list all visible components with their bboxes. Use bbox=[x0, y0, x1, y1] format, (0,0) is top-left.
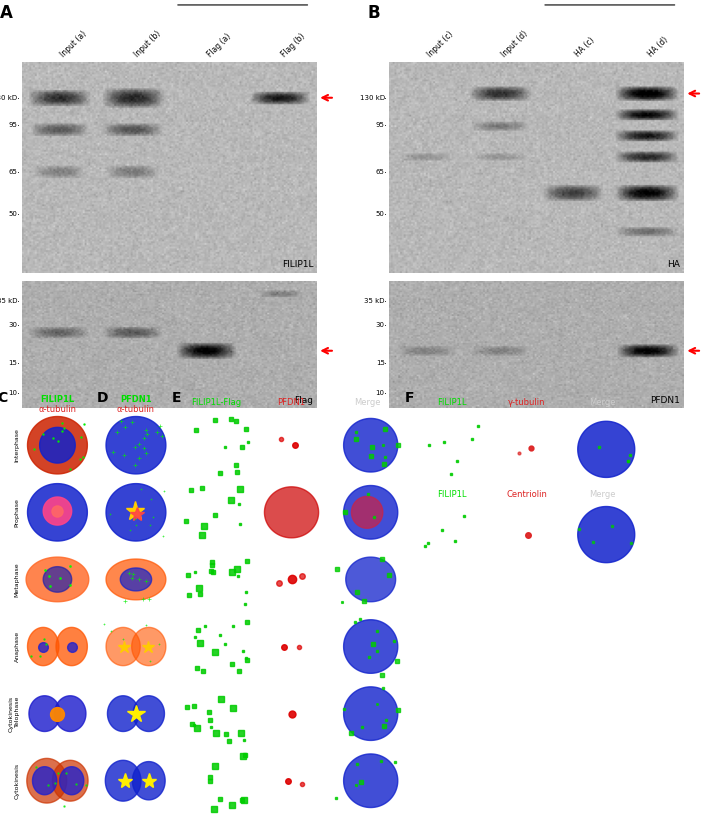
Polygon shape bbox=[344, 620, 398, 673]
Polygon shape bbox=[351, 497, 383, 528]
Polygon shape bbox=[344, 486, 398, 539]
Text: Flag: Flag bbox=[294, 396, 313, 405]
Text: 65: 65 bbox=[376, 168, 385, 175]
Polygon shape bbox=[346, 557, 395, 601]
Polygon shape bbox=[120, 568, 152, 591]
Text: PFDN1: PFDN1 bbox=[278, 398, 305, 407]
Polygon shape bbox=[43, 497, 72, 525]
Polygon shape bbox=[29, 695, 60, 732]
Text: FILIP1L: FILIP1L bbox=[41, 395, 74, 404]
Text: F: F bbox=[405, 391, 414, 405]
Text: 95: 95 bbox=[376, 122, 385, 128]
Text: Merge: Merge bbox=[590, 398, 616, 407]
Text: IP: IP bbox=[606, 0, 614, 2]
Polygon shape bbox=[40, 427, 76, 463]
Text: 30: 30 bbox=[376, 323, 385, 328]
Text: A: A bbox=[0, 4, 13, 22]
Polygon shape bbox=[52, 761, 88, 801]
Text: HA (d): HA (d) bbox=[646, 35, 670, 59]
Polygon shape bbox=[105, 761, 141, 801]
Text: 30: 30 bbox=[9, 323, 17, 328]
Text: Flag (b): Flag (b) bbox=[279, 31, 307, 59]
Polygon shape bbox=[56, 627, 87, 666]
Polygon shape bbox=[578, 507, 635, 563]
Text: B: B bbox=[367, 4, 379, 22]
Polygon shape bbox=[106, 627, 140, 666]
Text: α-tubulin: α-tubulin bbox=[117, 404, 155, 413]
Text: D: D bbox=[97, 391, 108, 405]
Text: 10: 10 bbox=[376, 389, 385, 395]
Text: Cytokinesis
Telophase: Cytokinesis Telophase bbox=[9, 695, 20, 732]
Text: 130 kD: 130 kD bbox=[0, 95, 17, 101]
Text: Merge: Merge bbox=[590, 490, 616, 499]
Text: 130 kD: 130 kD bbox=[360, 95, 385, 101]
Text: FILIP1L: FILIP1L bbox=[437, 490, 466, 499]
Text: 65: 65 bbox=[9, 168, 17, 175]
Text: Centriolin: Centriolin bbox=[507, 490, 547, 499]
Text: 35 kD: 35 kD bbox=[0, 299, 17, 304]
Polygon shape bbox=[344, 754, 398, 808]
Polygon shape bbox=[344, 418, 398, 472]
Polygon shape bbox=[60, 766, 84, 794]
Text: Cytokinesis: Cytokinesis bbox=[15, 762, 20, 799]
Polygon shape bbox=[27, 758, 67, 803]
Text: α-tubulin: α-tubulin bbox=[39, 404, 76, 413]
Polygon shape bbox=[106, 483, 166, 541]
Text: FILIP1L: FILIP1L bbox=[437, 398, 466, 407]
Polygon shape bbox=[26, 557, 89, 601]
Text: 15: 15 bbox=[9, 361, 17, 366]
Text: FILIP1L: FILIP1L bbox=[282, 260, 313, 269]
Polygon shape bbox=[106, 559, 166, 600]
Text: 35 kD: 35 kD bbox=[364, 299, 385, 304]
Text: 95: 95 bbox=[9, 122, 17, 128]
Polygon shape bbox=[133, 695, 164, 732]
Text: Metaphase: Metaphase bbox=[15, 562, 20, 596]
Text: HA (c): HA (c) bbox=[573, 35, 596, 59]
Text: HA: HA bbox=[667, 260, 680, 269]
Text: Input (d): Input (d) bbox=[499, 29, 529, 59]
Polygon shape bbox=[344, 687, 398, 740]
Text: E: E bbox=[172, 391, 181, 405]
Polygon shape bbox=[28, 483, 87, 541]
Text: 10: 10 bbox=[9, 389, 17, 395]
Text: Input (c): Input (c) bbox=[426, 30, 455, 59]
Text: Prophase: Prophase bbox=[15, 497, 20, 527]
Polygon shape bbox=[132, 761, 165, 800]
Text: γ-tubulin: γ-tubulin bbox=[508, 398, 546, 407]
Polygon shape bbox=[108, 695, 139, 732]
Text: 50: 50 bbox=[376, 211, 385, 217]
Text: C: C bbox=[0, 391, 7, 405]
Polygon shape bbox=[28, 627, 59, 666]
Polygon shape bbox=[132, 627, 166, 666]
Text: IP: IP bbox=[238, 0, 246, 2]
Polygon shape bbox=[43, 567, 72, 592]
Polygon shape bbox=[578, 422, 635, 478]
Text: Anaphase: Anaphase bbox=[15, 631, 20, 662]
Text: PFDN1: PFDN1 bbox=[651, 396, 680, 405]
Polygon shape bbox=[55, 695, 86, 732]
Text: Input (b): Input (b) bbox=[132, 29, 162, 59]
Polygon shape bbox=[265, 487, 318, 538]
Text: Input (a): Input (a) bbox=[59, 29, 89, 59]
Polygon shape bbox=[28, 417, 87, 474]
Text: Interphase: Interphase bbox=[15, 428, 20, 462]
Text: 15: 15 bbox=[376, 361, 385, 366]
Text: FILIP1L-Flag: FILIP1L-Flag bbox=[191, 398, 241, 407]
Polygon shape bbox=[33, 766, 57, 794]
Text: Flag (a): Flag (a) bbox=[206, 31, 233, 59]
Text: PFDN1: PFDN1 bbox=[120, 395, 152, 404]
Text: 50: 50 bbox=[9, 211, 17, 217]
Polygon shape bbox=[106, 417, 166, 474]
Text: Merge: Merge bbox=[354, 398, 380, 407]
